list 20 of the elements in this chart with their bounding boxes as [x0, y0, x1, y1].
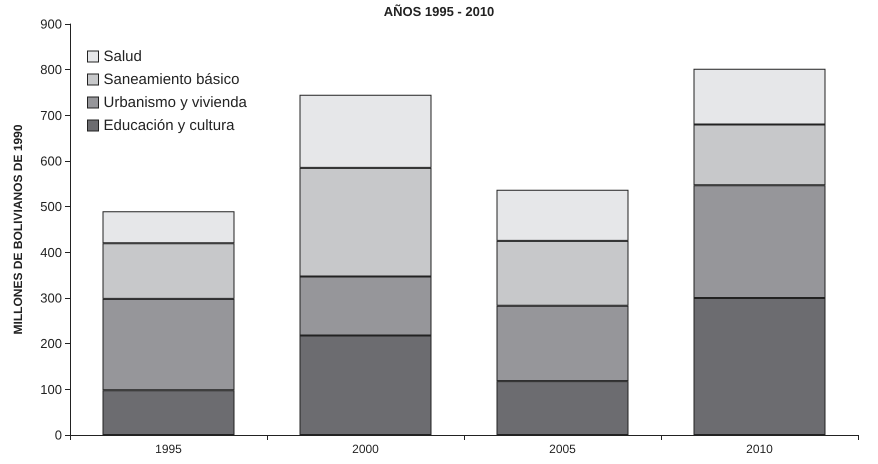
y-tick-label: 700	[40, 108, 62, 123]
chart-title: AÑOS 1995 - 2010	[384, 4, 494, 19]
y-tick-label: 100	[40, 382, 62, 397]
legend-label: Salud	[104, 48, 142, 65]
x-tick-label: 2010	[746, 442, 774, 456]
x-tick-label: 2000	[352, 442, 380, 456]
y-tick-label: 600	[40, 154, 62, 168]
y-tick-label: 300	[40, 290, 62, 306]
x-tick-label: 2005	[549, 442, 576, 456]
y-tick-label: 400	[40, 244, 62, 260]
x-tick-label: 1995	[155, 442, 182, 456]
y-tick-label: 500	[40, 199, 62, 214]
y-tick-label: 900	[40, 16, 62, 32]
y-axis-title: MILLONES DE BOLIVIANOS DE 1990	[11, 124, 25, 335]
y-tick-label: 200	[40, 336, 62, 352]
y-tick-label: 800	[40, 62, 62, 78]
legend-label: Saneamiento básico	[104, 71, 240, 88]
legend-label: Urbanismo y vivienda	[104, 94, 248, 111]
y-tick-label: 0	[54, 428, 62, 442]
legend-label: Educación y cultura	[104, 117, 236, 134]
